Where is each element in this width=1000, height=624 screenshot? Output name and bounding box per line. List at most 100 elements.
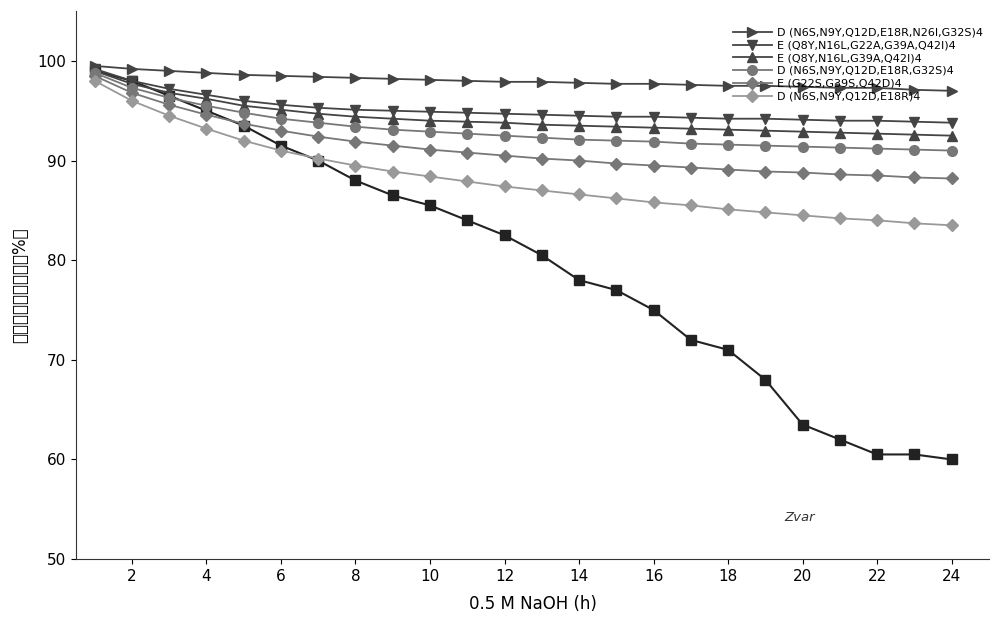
Line: D (N6S,N9Y,Q12D,E18R,N26I,G32S)4: D (N6S,N9Y,Q12D,E18R,N26I,G32S)4 (90, 61, 956, 95)
E (Q8Y,N16L,G22A,G39A,Q42I)4 (238, 97, 250, 104)
Line: E (Q8Y,N16L,G22A,G39A,Q42I)4: E (Q8Y,N16L,G22A,G39A,Q42I)4 (90, 64, 956, 127)
D (N6S,N9Y,Q12D,E18R,G32S)4 (685, 140, 697, 147)
D (N6S,N9Y,Q12D,E18R,N26I,G32S)4 (536, 78, 548, 85)
D (N6S,N9Y,Q12D,E18R)4 (200, 125, 212, 132)
E (Q8Y,N16L,G39A,Q42I)4 (424, 117, 436, 124)
E (Q8Y,N16L,G39A,Q42I)4 (312, 110, 324, 117)
D (N6S,N9Y,Q12D,E18R)4 (387, 168, 399, 175)
D (N6S,N9Y,Q12D,E18R,G32S)4 (387, 126, 399, 134)
E (Q8Y,N16L,G22A,G39A,Q42I)4 (499, 110, 511, 117)
E (G22S,G39S,Q42D)4 (834, 171, 846, 178)
D (N6S,N9Y,Q12D,E18R,G32S)4 (797, 143, 809, 150)
E (Q8Y,N16L,G22A,G39A,Q42I)4 (536, 111, 548, 119)
E (Q8Y,N16L,G39A,Q42I)4 (797, 128, 809, 135)
E (G22S,G39S,Q42D)4 (610, 160, 622, 167)
D (N6S,N9Y,Q12D,E18R,N26I,G32S)4 (312, 73, 324, 80)
E (Q8Y,N16L,G22A,G39A,Q42I)4 (871, 117, 883, 124)
E (Q8Y,N16L,G22A,G39A,Q42I)4 (275, 101, 287, 109)
D (N6S,N9Y,Q12D,E18R)4 (238, 137, 250, 144)
D (N6S,N9Y,Q12D,E18R,G32S)4 (275, 115, 287, 122)
E (Q8Y,N16L,G22A,G39A,Q42I)4 (685, 114, 697, 122)
E (Q8Y,N16L,G22A,G39A,Q42I)4 (424, 108, 436, 115)
E (Q8Y,N16L,G39A,Q42I)4 (759, 127, 771, 134)
D (N6S,N9Y,Q12D,E18R,N26I,G32S)4 (461, 77, 473, 85)
E (G22S,G39S,Q42D)4 (536, 155, 548, 162)
D (N6S,N9Y,Q12D,E18R,G32S)4 (610, 137, 622, 144)
D (N6S,N9Y,Q12D,E18R)4 (126, 97, 138, 104)
E (Q8Y,N16L,G22A,G39A,Q42I)4 (834, 117, 846, 124)
D (N6S,N9Y,Q12D,E18R,N26I,G32S)4 (163, 67, 175, 75)
D (N6S,N9Y,Q12D,E18R,G32S)4 (349, 123, 361, 130)
D (N6S,N9Y,Q12D,E18R,G32S)4 (536, 134, 548, 142)
E (Q8Y,N16L,G39A,Q42I)4 (499, 119, 511, 127)
D (N6S,N9Y,Q12D,E18R,N26I,G32S)4 (573, 79, 585, 87)
E (Q8Y,N16L,G39A,Q42I)4 (685, 125, 697, 132)
X-axis label: 0.5 M NaOH (h): 0.5 M NaOH (h) (469, 595, 596, 613)
D (N6S,N9Y,Q12D,E18R)4 (312, 155, 324, 162)
E (Q8Y,N16L,G39A,Q42I)4 (200, 95, 212, 102)
D (N6S,N9Y,Q12D,E18R,N26I,G32S)4 (387, 75, 399, 82)
D (N6S,N9Y,Q12D,E18R)4 (946, 222, 958, 229)
D (N6S,N9Y,Q12D,E18R,G32S)4 (499, 132, 511, 139)
D (N6S,N9Y,Q12D,E18R)4 (349, 162, 361, 169)
E (G22S,G39S,Q42D)4 (349, 138, 361, 145)
E (G22S,G39S,Q42D)4 (759, 168, 771, 175)
D (N6S,N9Y,Q12D,E18R,G32S)4 (312, 119, 324, 127)
E (Q8Y,N16L,G39A,Q42I)4 (834, 129, 846, 137)
E (Q8Y,N16L,G39A,Q42I)4 (536, 121, 548, 129)
Text: Zvar: Zvar (784, 511, 815, 524)
D (N6S,N9Y,Q12D,E18R,G32S)4 (722, 141, 734, 149)
D (N6S,N9Y,Q12D,E18R,N26I,G32S)4 (759, 82, 771, 90)
E (G22S,G39S,Q42D)4 (573, 157, 585, 164)
E (Q8Y,N16L,G39A,Q42I)4 (871, 130, 883, 137)
E (G22S,G39S,Q42D)4 (499, 152, 511, 159)
E (Q8Y,N16L,G22A,G39A,Q42I)4 (461, 109, 473, 117)
D (N6S,N9Y,Q12D,E18R,G32S)4 (126, 84, 138, 92)
Line: D (N6S,N9Y,Q12D,E18R)4: D (N6S,N9Y,Q12D,E18R)4 (91, 77, 956, 230)
D (N6S,N9Y,Q12D,E18R,N26I,G32S)4 (834, 84, 846, 92)
E (G22S,G39S,Q42D)4 (163, 101, 175, 109)
E (G22S,G39S,Q42D)4 (387, 142, 399, 149)
Line: E (Q8Y,N16L,G39A,Q42I)4: E (Q8Y,N16L,G39A,Q42I)4 (90, 66, 956, 140)
D (N6S,N9Y,Q12D,E18R,G32S)4 (461, 130, 473, 137)
D (N6S,N9Y,Q12D,E18R,N26I,G32S)4 (275, 72, 287, 80)
D (N6S,N9Y,Q12D,E18R,G32S)4 (834, 144, 846, 152)
E (Q8Y,N16L,G22A,G39A,Q42I)4 (797, 116, 809, 124)
E (G22S,G39S,Q42D)4 (312, 133, 324, 140)
E (Q8Y,N16L,G39A,Q42I)4 (946, 132, 958, 139)
D (N6S,N9Y,Q12D,E18R,N26I,G32S)4 (349, 74, 361, 82)
E (G22S,G39S,Q42D)4 (126, 89, 138, 97)
E (Q8Y,N16L,G39A,Q42I)4 (610, 123, 622, 130)
D (N6S,N9Y,Q12D,E18R,N26I,G32S)4 (871, 84, 883, 92)
D (N6S,N9Y,Q12D,E18R,G32S)4 (946, 147, 958, 154)
D (N6S,N9Y,Q12D,E18R,G32S)4 (871, 145, 883, 152)
E (Q8Y,N16L,G39A,Q42I)4 (573, 122, 585, 129)
E (G22S,G39S,Q42D)4 (685, 163, 697, 171)
E (G22S,G39S,Q42D)4 (461, 149, 473, 157)
E (G22S,G39S,Q42D)4 (200, 111, 212, 119)
D (N6S,N9Y,Q12D,E18R)4 (89, 77, 101, 85)
E (Q8Y,N16L,G39A,Q42I)4 (349, 113, 361, 120)
D (N6S,N9Y,Q12D,E18R)4 (722, 206, 734, 213)
D (N6S,N9Y,Q12D,E18R)4 (759, 208, 771, 216)
D (N6S,N9Y,Q12D,E18R,N26I,G32S)4 (722, 82, 734, 90)
D (N6S,N9Y,Q12D,E18R,N26I,G32S)4 (238, 71, 250, 79)
E (G22S,G39S,Q42D)4 (238, 120, 250, 127)
D (N6S,N9Y,Q12D,E18R,G32S)4 (908, 146, 920, 154)
E (Q8Y,N16L,G22A,G39A,Q42I)4 (610, 113, 622, 120)
D (N6S,N9Y,Q12D,E18R)4 (275, 147, 287, 154)
D (N6S,N9Y,Q12D,E18R,N26I,G32S)4 (126, 65, 138, 72)
D (N6S,N9Y,Q12D,E18R,G32S)4 (573, 136, 585, 144)
E (G22S,G39S,Q42D)4 (797, 168, 809, 176)
D (N6S,N9Y,Q12D,E18R)4 (461, 178, 473, 185)
D (N6S,N9Y,Q12D,E18R)4 (685, 202, 697, 209)
D (N6S,N9Y,Q12D,E18R)4 (573, 191, 585, 198)
D (N6S,N9Y,Q12D,E18R)4 (648, 198, 660, 206)
E (Q8Y,N16L,G39A,Q42I)4 (163, 89, 175, 97)
Line: D (N6S,N9Y,Q12D,E18R,G32S)4: D (N6S,N9Y,Q12D,E18R,G32S)4 (90, 68, 956, 155)
D (N6S,N9Y,Q12D,E18R)4 (499, 183, 511, 190)
E (G22S,G39S,Q42D)4 (89, 72, 101, 80)
E (Q8Y,N16L,G22A,G39A,Q42I)4 (648, 113, 660, 120)
E (Q8Y,N16L,G22A,G39A,Q42I)4 (946, 119, 958, 127)
E (G22S,G39S,Q42D)4 (275, 127, 287, 134)
